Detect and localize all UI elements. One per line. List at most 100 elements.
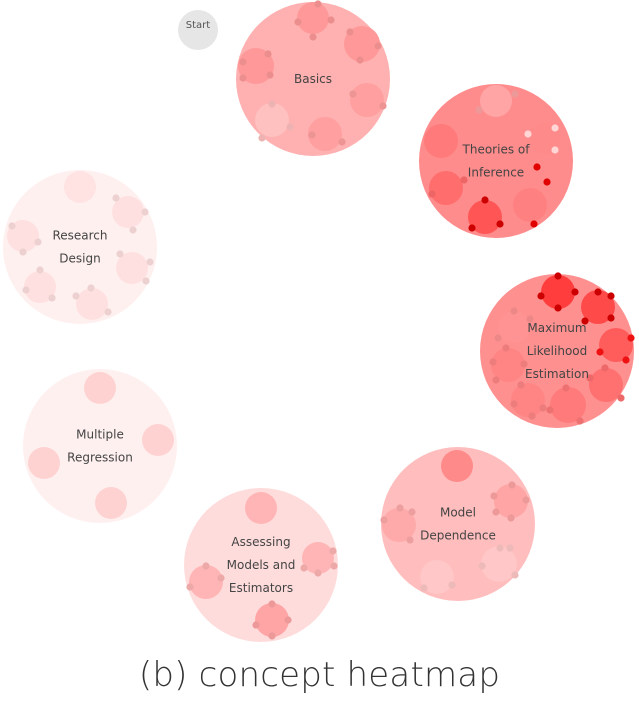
activity-dot	[517, 381, 525, 389]
activity-dot	[330, 562, 338, 570]
subconcept-circle	[424, 124, 458, 158]
activity-dot	[551, 124, 559, 132]
activity-dot	[129, 226, 137, 234]
activity-dot	[252, 621, 260, 629]
activity-dot	[543, 178, 551, 186]
activity-dot	[314, 569, 322, 577]
concept-circle-multiple-regression	[23, 369, 177, 523]
subconcept-circle	[76, 288, 108, 320]
activity-dot	[286, 123, 294, 131]
subconcept-circle	[255, 603, 289, 637]
activity-dot	[8, 222, 16, 230]
concept-label-line: Maximum	[527, 321, 586, 335]
subconcept-circle	[189, 565, 223, 599]
concept-node-multiple-regression[interactable]: Multiple Regression	[23, 369, 177, 523]
subconcept-circle	[344, 26, 380, 62]
subconcept-circle	[550, 387, 586, 423]
activity-dot	[294, 18, 302, 26]
activity-dot	[596, 348, 604, 356]
subconcept-circle	[116, 252, 148, 284]
activity-dot	[496, 220, 504, 228]
activity-dot	[406, 536, 414, 544]
activity-dot	[607, 292, 615, 300]
activity-dot	[309, 33, 317, 41]
activity-dot	[554, 272, 562, 280]
activity-dot	[554, 304, 562, 312]
concept-node-maximum-likelihood-estimation[interactable]: Maximum Likelihood Estimation	[480, 272, 635, 428]
activity-dot	[594, 288, 602, 296]
subconcept-circle	[513, 188, 547, 222]
activity-dot	[475, 106, 483, 114]
subconcept-circle	[24, 271, 56, 303]
activity-dot	[284, 616, 292, 624]
concept-label-line: Regression	[67, 451, 133, 465]
activity-dot	[489, 358, 497, 366]
activity-dot	[494, 334, 502, 342]
subconcept-circle	[255, 103, 289, 137]
activity-dot	[492, 376, 500, 384]
activity-dot	[622, 356, 630, 364]
activity-dot	[239, 74, 247, 82]
activity-dot	[502, 344, 510, 352]
concept-label-line: Theories of	[462, 143, 531, 157]
activity-dot	[530, 220, 538, 228]
activity-dot	[408, 508, 416, 516]
subconcept-circle	[112, 196, 144, 228]
activity-dot	[601, 364, 609, 372]
concept-label-line: Estimation	[525, 367, 589, 381]
activity-dot	[22, 286, 30, 294]
subconcept-circle	[302, 542, 334, 574]
activity-dot	[379, 102, 387, 110]
activity-dot	[539, 404, 547, 412]
concept-node-assessing-models-and-estimators[interactable]: Assessing Models and Estimators	[184, 488, 338, 642]
activity-dot	[300, 564, 308, 572]
activity-dot	[264, 50, 272, 58]
concept-node-basics[interactable]: Basics	[236, 0, 390, 156]
activity-dot	[380, 516, 388, 524]
concept-label-line: Estimators	[229, 581, 293, 595]
subconcept-circle	[238, 48, 274, 84]
subconcept-circle	[511, 383, 545, 417]
activity-dot	[607, 314, 615, 322]
concept-node-theories-of-inference[interactable]: Theories of Inference	[419, 84, 573, 238]
activity-dot	[217, 574, 225, 582]
subconcept-circle	[599, 328, 633, 362]
activity-dot	[581, 317, 589, 325]
activity-dot	[526, 315, 534, 323]
activity-dot	[258, 134, 266, 142]
activity-dot	[562, 384, 570, 392]
concept-label-line: Research	[52, 229, 107, 243]
concept-label-line: Model	[440, 506, 476, 520]
concept-label-line: Basics	[294, 72, 332, 86]
subconcept-circle	[441, 450, 473, 482]
activity-dot	[460, 176, 468, 184]
subconcept-circle	[350, 83, 384, 117]
activity-dot	[571, 288, 579, 296]
activity-dot	[146, 258, 154, 266]
concept-node-research-design[interactable]: Research Design	[3, 170, 157, 324]
subconcept-circle	[245, 492, 277, 524]
activity-dot	[617, 394, 625, 402]
activity-dot	[116, 250, 124, 258]
activity-dot	[448, 581, 456, 589]
activity-dot	[346, 28, 354, 36]
activity-dot	[490, 492, 498, 500]
concept-label-line: Inference	[468, 166, 524, 180]
activity-dot	[586, 374, 594, 382]
activity-dot	[546, 406, 554, 414]
activity-dot	[492, 508, 500, 516]
start-circle	[178, 10, 218, 50]
subconcept-circle	[468, 200, 502, 234]
activity-dot	[19, 248, 27, 256]
activity-dot	[349, 90, 357, 98]
activity-dot	[528, 412, 536, 420]
activity-dot	[468, 224, 476, 232]
activity-dot	[496, 544, 504, 552]
start-node[interactable]: Start	[178, 10, 218, 50]
subconcept-circle	[589, 368, 623, 402]
concept-node-model-dependence[interactable]: Model Dependence	[380, 447, 535, 601]
activity-dot	[522, 496, 530, 504]
activity-dot	[268, 100, 276, 108]
activity-dot	[141, 208, 149, 216]
